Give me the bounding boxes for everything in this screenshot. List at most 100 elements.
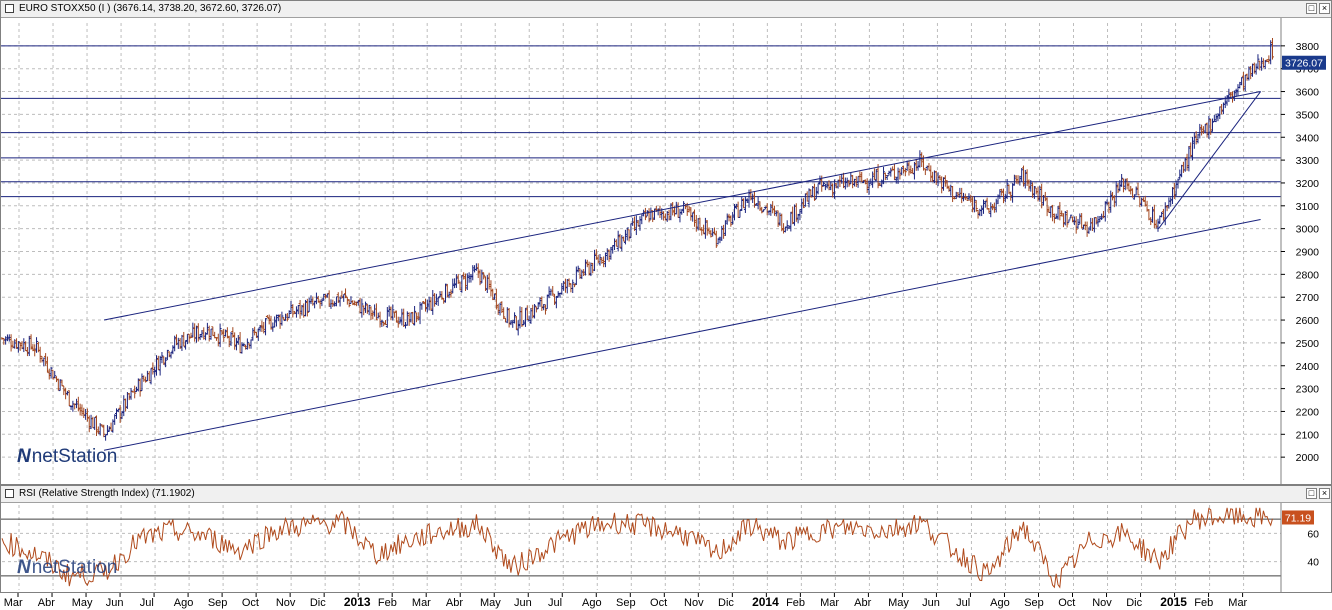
ohlc-bar — [1045, 197, 1049, 217]
ohlc-bar — [262, 322, 266, 334]
ohlc-bar — [165, 349, 169, 361]
ohlc-bar — [423, 298, 427, 312]
ohlc-bar — [752, 191, 756, 208]
ohlc-bar — [563, 278, 567, 293]
ohlc-bar — [731, 212, 735, 225]
ohlc-bar — [1069, 214, 1073, 219]
ohlc-bar — [76, 396, 80, 412]
time-axis-label: Abr — [854, 597, 871, 609]
ohlc-bar — [1072, 216, 1076, 226]
panel-menu-icon[interactable] — [5, 4, 14, 13]
ohlc-bar — [742, 198, 746, 209]
ohlc-bar — [756, 197, 760, 210]
ohlc-bar — [27, 335, 31, 357]
ohlc-bar — [780, 213, 784, 232]
rsi-chart-plot[interactable]: 40 60 71.19 — [1, 503, 1331, 592]
ohlc-bar — [947, 185, 951, 192]
ohlc-bar — [158, 355, 162, 376]
ohlc-bar — [914, 158, 918, 171]
ohlc-bar — [1178, 169, 1182, 180]
ohlc-bar — [1054, 213, 1058, 219]
ohlc-bar — [1120, 173, 1124, 187]
ohlc-bar — [1025, 169, 1029, 187]
ohlc-bar — [1191, 136, 1195, 161]
ohlc-bar — [322, 293, 326, 301]
ohlc-bar — [887, 170, 891, 176]
time-axis-label: Jun — [106, 597, 124, 609]
ohlc-bar — [393, 311, 397, 318]
ohlc-bar — [67, 390, 71, 407]
ohlc-bar — [184, 339, 188, 350]
rsi-chart-panel: RSI (Relative Strength Index) (71.1902) … — [0, 485, 1332, 593]
rsi-close-icon[interactable]: × — [1319, 488, 1330, 499]
ohlc-bar — [480, 269, 484, 284]
price-tick-label: 2300 — [1296, 384, 1320, 396]
ohlc-bar — [702, 224, 706, 235]
ohlc-bar — [794, 203, 798, 222]
ohlc-bar — [674, 201, 678, 215]
ohlc-bar — [1192, 132, 1196, 149]
ohlc-bar — [693, 209, 697, 227]
rsi-tick-label: 60 — [1307, 528, 1319, 540]
ohlc-bar — [55, 376, 59, 383]
ohlc-bar — [1065, 210, 1069, 228]
ohlc-bar — [852, 178, 856, 187]
ohlc-bar — [162, 356, 166, 365]
ohlc-bar — [994, 198, 998, 213]
time-axis-label: Nov — [276, 597, 296, 609]
ohlc-bar — [863, 179, 867, 185]
ohlc-bar — [429, 297, 433, 311]
ohlc-bar — [616, 230, 620, 252]
ohlc-bar — [1209, 118, 1213, 135]
ohlc-bar — [749, 189, 753, 201]
ohlc-bar — [400, 308, 404, 326]
ohlc-bar — [267, 314, 271, 325]
time-axis-label: Sep — [208, 597, 228, 609]
ohlc-bar — [463, 273, 467, 291]
ohlc-bar — [164, 357, 168, 368]
ohlc-bar — [880, 179, 884, 188]
ohlc-bar — [818, 175, 822, 185]
ohlc-bar — [1049, 206, 1053, 218]
ohlc-bar — [131, 391, 135, 393]
ohlc-bar — [1036, 186, 1040, 202]
ohlc-bar — [705, 220, 709, 236]
time-axis-label: May — [888, 597, 909, 609]
ohlc-bar — [640, 214, 644, 225]
ohlc-bar — [832, 179, 836, 199]
ohlc-bar — [745, 198, 749, 204]
ohlc-bar — [353, 300, 357, 306]
ohlc-bar — [1020, 168, 1024, 182]
ohlc-bar — [1127, 182, 1131, 192]
close-icon[interactable]: × — [1319, 3, 1330, 14]
ohlc-bar — [974, 200, 978, 212]
ohlc-bar — [347, 299, 351, 308]
time-axis-label: Ago — [174, 597, 194, 609]
ohlc-bar — [1263, 59, 1267, 70]
ohlc-bar — [318, 299, 322, 309]
ohlc-bar — [491, 288, 495, 301]
ohlc-bar — [454, 274, 458, 288]
price-chart-plot[interactable]: 2000 2100 2200 2300 2400 2500 2600 2700 2800 2900… — [1, 18, 1331, 484]
ohlc-bar — [898, 168, 902, 180]
rsi-panel-menu-icon[interactable] — [5, 489, 14, 498]
ohlc-bar — [1114, 181, 1118, 207]
ohlc-bar — [618, 233, 622, 249]
ohlc-bar — [287, 310, 291, 319]
ohlc-bar — [571, 279, 575, 294]
ohlc-bar — [951, 185, 955, 203]
ohlc-bar — [434, 293, 438, 305]
ohlc-bar — [596, 254, 600, 263]
time-axis-label: Dic — [1126, 597, 1142, 609]
ohlc-bar — [907, 160, 911, 176]
ohlc-bar — [498, 302, 502, 316]
ohlc-bar — [449, 289, 453, 298]
ohlc-bar — [989, 202, 993, 218]
ohlc-bar — [627, 229, 631, 242]
ohlc-bar — [1012, 174, 1016, 186]
rsi-minimize-icon[interactable]: □ — [1306, 488, 1317, 499]
ohlc-bar — [1160, 211, 1164, 218]
minimize-icon[interactable]: □ — [1306, 3, 1317, 14]
ohlc-bar — [1149, 217, 1153, 226]
ohlc-bar — [712, 227, 716, 235]
